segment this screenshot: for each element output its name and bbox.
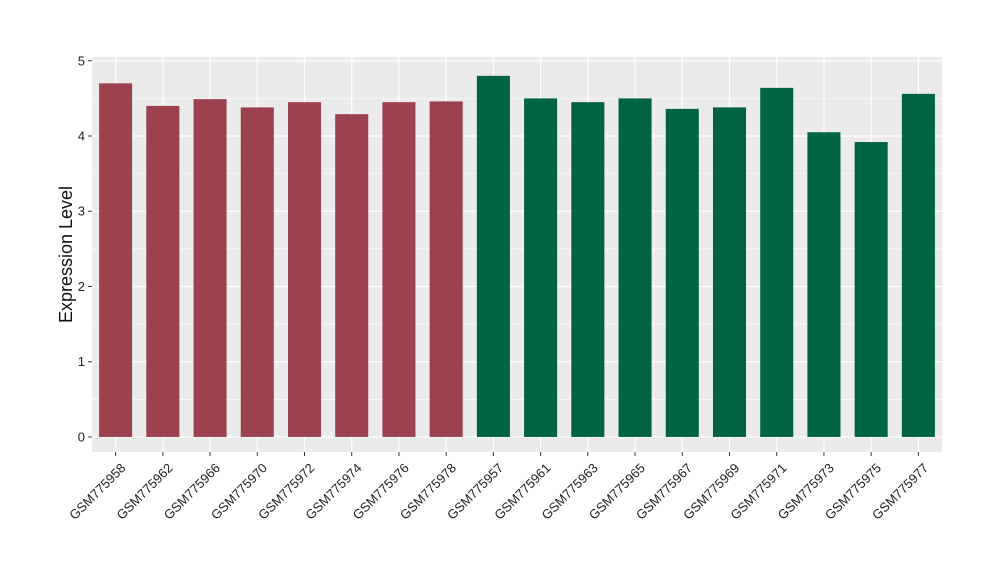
- y-tick-label: 2: [78, 279, 85, 294]
- bar-GSM775972: [287, 102, 322, 437]
- bar-GSM775975: [854, 142, 888, 437]
- y-tick-label: 1: [78, 354, 85, 369]
- bar-GSM775971: [760, 87, 794, 437]
- bar-GSM775973: [807, 132, 841, 437]
- bar-GSM775967: [665, 108, 699, 437]
- y-tick-label: 0: [78, 429, 85, 444]
- bar-GSM775957: [476, 75, 510, 437]
- bar-GSM775977: [901, 93, 935, 437]
- bars: [99, 75, 935, 437]
- bar-GSM775970: [240, 107, 274, 437]
- bar-GSM775978: [429, 101, 463, 437]
- y-tick-label: 3: [78, 204, 85, 219]
- bar-GSM775966: [193, 99, 227, 437]
- y-tick-label: 5: [78, 53, 85, 68]
- bar-GSM775963: [571, 102, 605, 437]
- y-axis-title: Expression Level: [56, 186, 76, 323]
- plot-panel: [92, 57, 942, 452]
- bar-GSM775974: [335, 114, 369, 437]
- bar-GSM775958: [99, 83, 133, 437]
- bar-GSM775962: [146, 105, 180, 437]
- bar-GSM775965: [618, 98, 652, 437]
- bar-GSM775976: [382, 102, 416, 437]
- bar-GSM775969: [712, 107, 747, 437]
- bar-GSM775961: [524, 98, 558, 437]
- y-tick-label: 4: [78, 129, 85, 144]
